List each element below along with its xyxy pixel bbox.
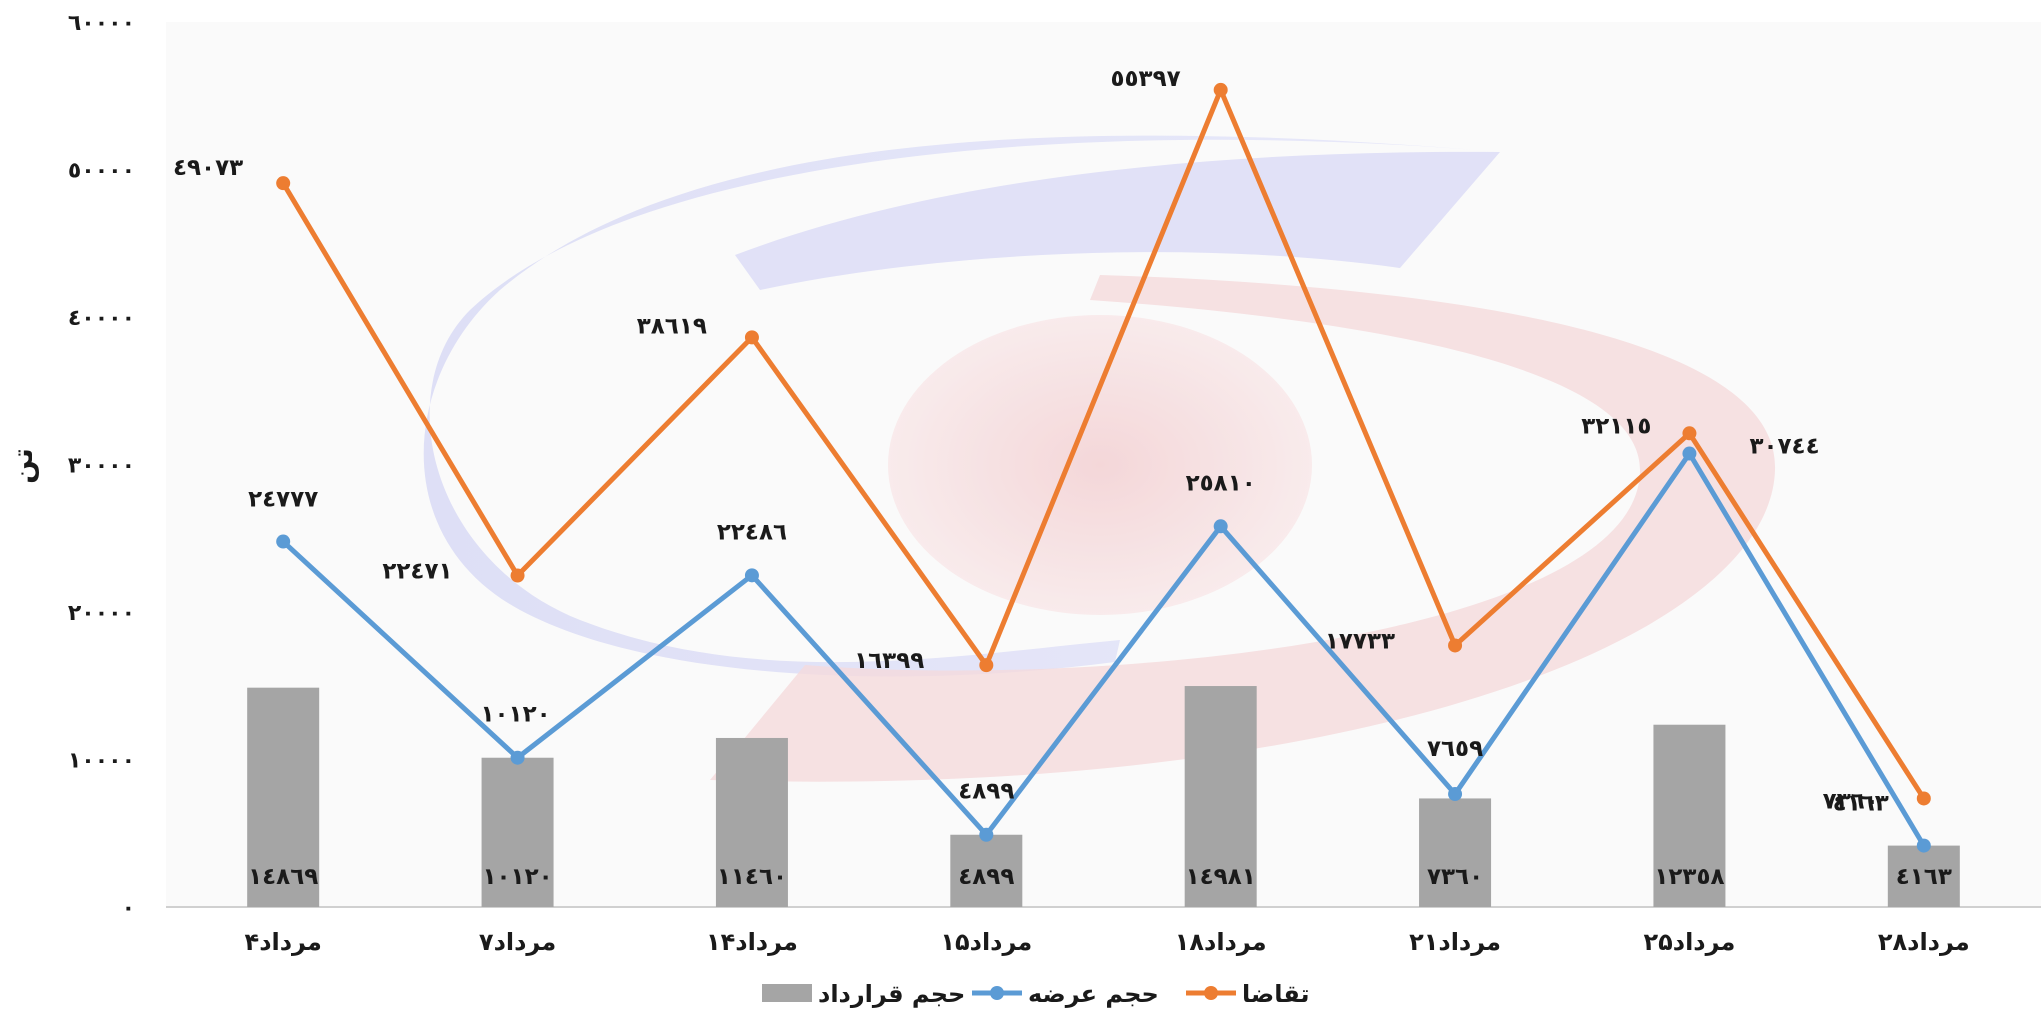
bar [247, 687, 320, 907]
series-line [280, 87, 1927, 801]
y-tick-label: ٠ [122, 896, 135, 921]
data-point [1213, 82, 1228, 97]
data-point [276, 534, 291, 549]
data-point [744, 330, 759, 345]
line-data-label: ٤٩٠٧٣ [173, 155, 243, 181]
bar [715, 737, 788, 907]
legend-swatch-bar [762, 984, 812, 1002]
y-tick-label: ٥٠٠٠٠ [68, 159, 135, 184]
data-point [1682, 426, 1697, 441]
line-data-label: ٧٦٥٩ [1427, 736, 1483, 762]
bar-data-label: ٤٨٩٩ [958, 864, 1014, 890]
y-tick-label: ٦٠٠٠٠ [68, 11, 135, 36]
bar [950, 834, 1023, 907]
legend-label: حجم عرضه [1028, 980, 1159, 1008]
bar-data-label: ١٠١٢٠ [482, 864, 552, 890]
line-data-label: ٢٢٤٧١ [382, 559, 452, 585]
line-data-label: ١٠١٢٠ [480, 702, 550, 728]
data-point [1213, 519, 1228, 534]
line-data-label: ١٧٧٣٣ [1325, 628, 1395, 654]
data-point [979, 827, 994, 842]
data-point [276, 176, 291, 191]
line-data-label: ٢٥٨١٠ [1186, 470, 1256, 496]
bar [1419, 798, 1492, 907]
x-tick-label: ۱۵مرداد [940, 928, 1032, 956]
bar-data-label: ١٤٩٨١ [1186, 864, 1256, 890]
legend-swatch-marker [1204, 986, 1218, 1000]
line-data-label: ٤١٦٣ [1833, 791, 1889, 817]
line-data-label: ٤٨٩٩ [958, 779, 1014, 805]
watermark-logo [423, 135, 1776, 782]
line-data-label: ٥٥٣٩٧ [1110, 66, 1180, 92]
bar [1887, 845, 1960, 907]
data-labels: ٤٩٠٧٣ ٢٢٤٧١ ٣٨٦١٩ ١٦٣٩٩ ٥٥٣٩٧ ١٧٧٣٣ ٣٢١١٥ ٧٣٦٠ ٢… [173, 66, 1952, 890]
line-data-label: ٢٤٧٧٧ [248, 487, 318, 513]
bar-data-label: ١١٤٦٠ [717, 864, 787, 890]
data-point [1916, 791, 1931, 806]
legend-label: حجم قرارداد [818, 980, 965, 1008]
y-tick-label: ٣٠٠٠٠ [68, 454, 135, 479]
bar-series [247, 686, 1960, 907]
data-point [1916, 838, 1931, 853]
line-data-label: ١٦٣٩٩ [854, 648, 924, 674]
y-axis: ٠ ١٠٠٠٠ ٢٠٠٠٠ ٣٠٠٠٠ ٤٠٠٠٠ ٥٠٠٠٠ ٦٠٠٠٠ [68, 11, 135, 921]
data-point [744, 568, 759, 583]
data-point [1448, 638, 1463, 653]
x-tick-label: ۱۸مرداد [1175, 928, 1267, 956]
bar [1184, 686, 1257, 907]
line-data-label: ٣٨٦١٩ [637, 313, 707, 339]
line-series [276, 82, 1931, 853]
x-tick-label: ۱۴مرداد [706, 928, 798, 956]
x-tick-label: ۲۵مرداد [1643, 928, 1735, 956]
y-tick-label: ٤٠٠٠٠ [68, 306, 135, 331]
bar-data-label: ١٤٨٦٩ [248, 864, 318, 890]
bar-data-label: ٧٣٦٠ [1427, 864, 1483, 890]
y-axis-label: تن [6, 448, 39, 484]
x-tick-label: ۲۱مرداد [1409, 928, 1501, 956]
y-tick-label: ١٠٠٠٠ [68, 749, 135, 774]
data-point [510, 568, 525, 583]
bar-data-label: ٤١٦٣ [1896, 864, 1952, 890]
bar-data-label: ١٢٣٥٨ [1654, 864, 1724, 890]
data-point [510, 750, 525, 765]
line-data-label: ٧٣٦٠ [1823, 788, 1879, 814]
bar [1653, 724, 1726, 907]
y-tick-label: ٢٠٠٠٠ [68, 601, 135, 626]
legend-label: تقاضا [1242, 980, 1310, 1008]
x-tick-label: ۲۸مرداد [1878, 928, 1970, 956]
x-tick-label: ۷مرداد [479, 928, 556, 956]
x-axis: ۴مرداد ۷مرداد ۱۴مرداد ۱۵مرداد ۱۸مرداد ۲۱مرداد… [245, 928, 1970, 956]
data-point [979, 658, 994, 673]
x-tick-label: ۴مرداد [245, 928, 322, 956]
bar [481, 757, 554, 907]
data-point [1448, 787, 1463, 802]
series-line [280, 451, 1927, 849]
line-data-label: ٣٢١١٥ [1581, 413, 1651, 439]
line-data-label: ٢٢٤٨٦ [717, 519, 787, 545]
line-data-label: ٣٠٧٤٤ [1749, 434, 1819, 460]
legend: حجم قرارداد حجم عرضه تقاضا [762, 980, 1310, 1008]
data-point [1682, 446, 1697, 461]
legend-swatch-marker [990, 986, 1004, 1000]
